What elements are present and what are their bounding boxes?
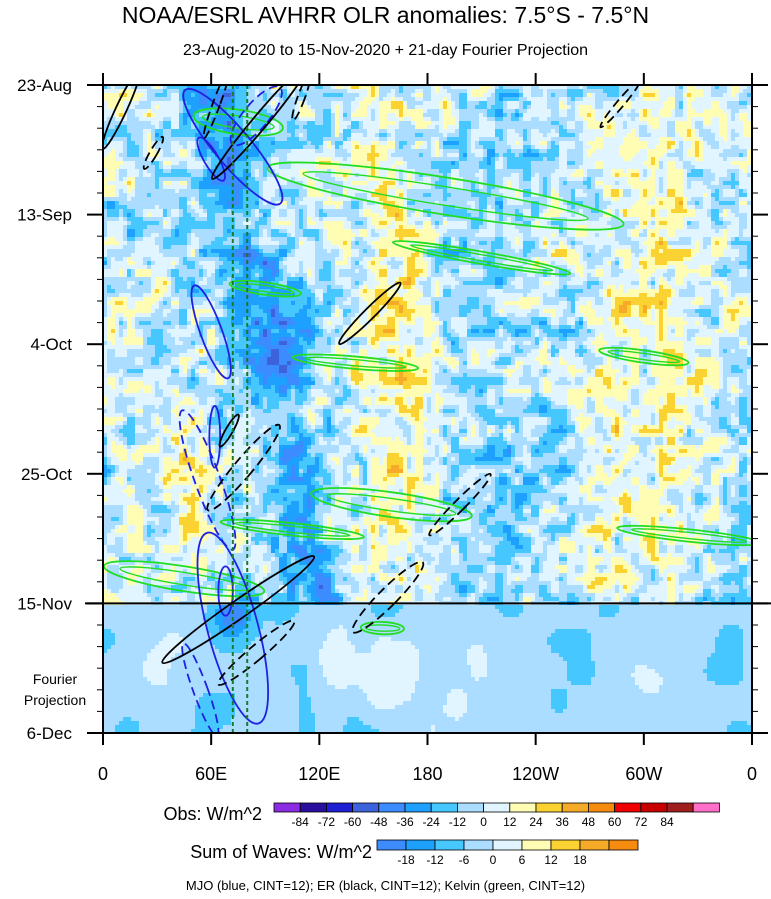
obs-colorbar-swatch [405,803,431,812]
waves-colorbar-swatch [580,840,609,850]
obs-colorbar-swatch [510,803,536,812]
obs-colorbar-swatch [484,803,510,812]
obs-colorbar-tick-label: -60 [344,815,362,829]
obs-colorbar-swatch [300,803,326,812]
obs-colorbar-swatch [667,803,693,812]
obs-colorbar-swatch [641,803,667,812]
waves-colorbar-tick-label: 6 [519,853,526,867]
waves-colorbar-tick-label: -12 [426,853,444,867]
obs-colorbar-swatch [562,803,588,812]
obs-colorbar-tick-label: 84 [660,815,674,829]
obs-colorbar-tick-label: -84 [292,815,310,829]
obs-colorbar-tick-label: 36 [556,815,570,829]
waves-colorbar-swatch [522,840,551,850]
y-tick-label: 15-Nov [17,594,72,613]
obs-colorbar-tick-label: -24 [423,815,441,829]
x-tick-label: 120W [512,764,559,784]
obs-colorbar-swatch [588,803,614,812]
waves-colorbar-tick-label: 18 [573,853,587,867]
waves-colorbar-swatch [377,840,406,850]
waves-colorbar-tick-label: 0 [490,853,497,867]
obs-colorbar-tick-label: -12 [449,815,467,829]
obs-colorbar-tick-label: -36 [396,815,414,829]
y-tick-label: 25-Oct [21,465,72,484]
waves-colorbar-swatch [464,840,493,850]
waves-colorbar-swatch [435,840,464,850]
waves-colorbar-swatch [406,840,435,850]
obs-colorbar-tick-label: 0 [480,815,487,829]
x-tick-label: 60E [195,764,227,784]
waves-colorbar-tick-label: -6 [459,853,470,867]
y-tick-label: 6-Dec [27,724,73,743]
obs-colorbar-tick-label: 48 [582,815,596,829]
contour-legend: MJO (blue, CINT=12); ER (black, CINT=12)… [0,878,771,893]
waves-colorbar-tick-label: 12 [544,853,558,867]
obs-colorbar-tick-label: 72 [634,815,648,829]
obs-colorbar-tick-label: 24 [529,815,543,829]
x-tick-label: 0 [747,764,757,784]
obs-colorbar-swatch [457,803,483,812]
y-tick-label: 13-Sep [17,206,72,225]
y-tick-label: 4-Oct [30,335,72,354]
x-tick-label: 0 [98,764,108,784]
projection-label: Projection [24,692,86,708]
waves-colorbar-swatch [551,840,580,850]
obs-colorbar-swatch [431,803,457,812]
obs-colorbar-tick-label: -72 [318,815,336,829]
waves-colorbar-tick-label: -18 [397,853,415,867]
obs-colorbar-swatch [615,803,641,812]
x-tick-label: 180 [412,764,442,784]
x-tick-label: 60W [625,764,662,784]
obs-colorbar-swatch [536,803,562,812]
waves-colorbar-label: Sum of Waves: W/m^2 [190,842,372,862]
obs-colorbar-swatch [693,803,719,812]
obs-colorbar-swatch [379,803,405,812]
waves-colorbar-swatch [609,840,638,850]
obs-colorbar-label: Obs: W/m^2 [164,804,262,824]
waves-colorbar-swatch [493,840,522,850]
obs-colorbar-tick-label: 12 [503,815,517,829]
obs-colorbar-swatch [326,803,352,812]
olr-hovmoller-chart: 23-Aug 13-Sep 4-Oct 25-Oct 15-Nov 6-Dec 0 60E 12… [0,0,771,899]
x-tick-label: 120E [298,764,340,784]
projection-label: Fourier [33,671,78,687]
obs-colorbar-swatch [274,803,300,812]
obs-colorbar-swatch [353,803,379,812]
obs-colorbar-tick-label: -48 [370,815,388,829]
obs-colorbar-tick-label: 60 [608,815,622,829]
y-tick-label: 23-Aug [17,76,72,95]
